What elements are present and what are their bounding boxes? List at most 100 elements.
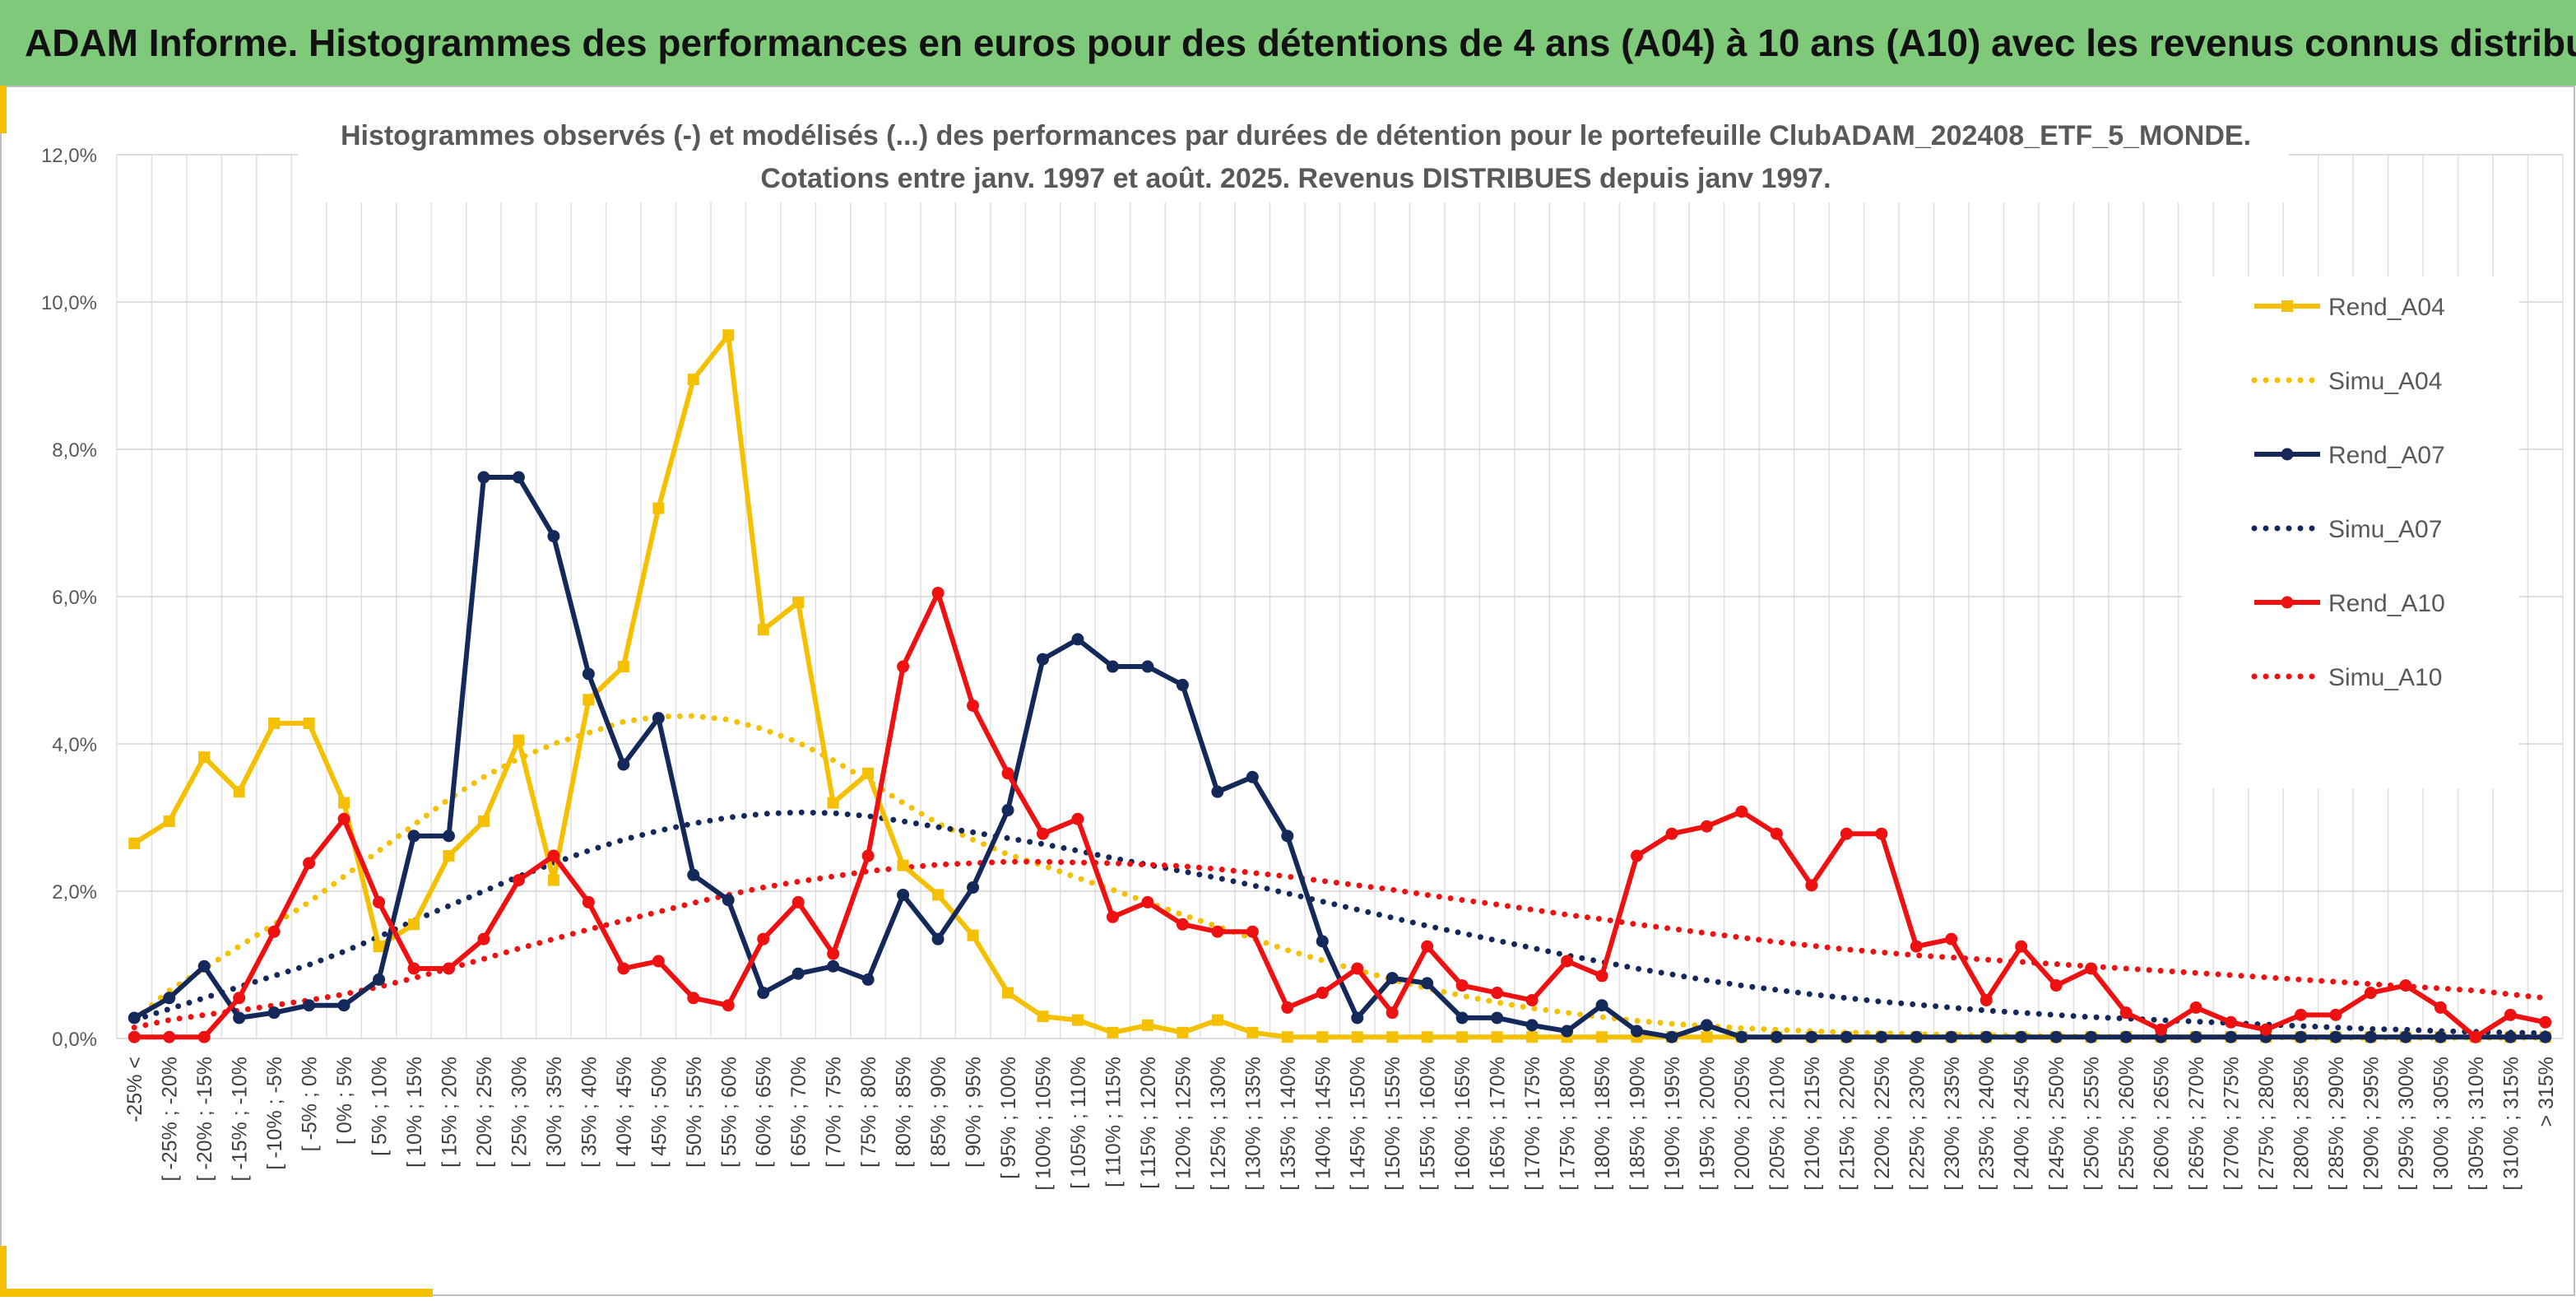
data-point <box>303 717 315 729</box>
data-point <box>1701 1031 1713 1043</box>
data-point <box>442 962 455 975</box>
data-point <box>2329 1008 2342 1021</box>
x-tick-label: [ 100% ; 105% <box>1032 1057 1055 1191</box>
x-tick-label: [ 75% ; 80% <box>857 1057 880 1168</box>
data-point <box>617 758 630 771</box>
data-point <box>617 661 629 673</box>
x-tick-label: [ 280% ; 285% <box>2290 1057 2313 1191</box>
data-point <box>931 932 945 946</box>
grid-lines <box>116 154 2564 1039</box>
legend-label: Simu_A10 <box>2328 664 2442 691</box>
data-point <box>1001 804 1014 817</box>
x-tick-label: > 315% <box>2535 1057 2558 1127</box>
series-line-rend-a10 <box>134 590 2546 1040</box>
legend-label: Simu_A04 <box>2328 368 2442 395</box>
legend-label: Rend_A10 <box>2328 590 2445 617</box>
data-point <box>2329 1030 2342 1043</box>
x-tick-label: [ 10% ; 15% <box>403 1057 426 1168</box>
chart-border <box>0 86 2575 1296</box>
data-point <box>1071 633 1084 646</box>
x-tick-label: [ 40% ; 45% <box>613 1057 636 1168</box>
data-point <box>1770 1030 1783 1043</box>
data-point <box>198 751 211 764</box>
x-tick-label: [ 200% ; 205% <box>1731 1057 1754 1191</box>
x-tick-label: [ 180% ; 185% <box>1591 1057 1614 1191</box>
data-point <box>1246 770 1259 783</box>
data-point <box>163 815 175 827</box>
data-point <box>407 962 420 975</box>
data-point <box>1246 925 1259 938</box>
data-point <box>2225 1030 2238 1043</box>
data-point <box>547 849 560 862</box>
data-point <box>1875 827 1888 840</box>
x-tick-label: [ 255% ; 260% <box>2115 1057 2138 1191</box>
legend: Rend_A04 Simu_A04 Rend_A07 Simu_A07 Rend_A10… <box>2251 294 2445 691</box>
data-point <box>267 1006 281 1020</box>
data-point <box>1595 969 1608 983</box>
x-tick-label: [ 90% ; 95% <box>963 1057 986 1168</box>
data-point <box>1176 918 1189 931</box>
data-point <box>931 587 945 600</box>
legend-label: Rend_A04 <box>2328 294 2445 321</box>
data-point <box>477 471 490 484</box>
x-tick-label: [ 140% ; 145% <box>1311 1057 1334 1191</box>
data-point <box>1421 940 1434 953</box>
x-tick-label: [ 170% ; 175% <box>1521 1057 1544 1191</box>
x-tick-label: [ 190% ; 195% <box>1661 1057 1684 1191</box>
legend-marker <box>2281 596 2294 609</box>
data-point <box>1385 972 1399 985</box>
data-point <box>547 874 559 886</box>
x-tick-label: [ 195% ; 200% <box>1696 1057 1719 1191</box>
data-point <box>1491 1011 1504 1025</box>
data-point <box>197 1030 211 1043</box>
x-tick-label: [ 55% ; 60% <box>717 1057 740 1168</box>
data-point <box>897 859 909 871</box>
data-point <box>1141 660 1154 673</box>
data-point <box>547 530 560 543</box>
x-tick-label: [ 300% ; 305% <box>2430 1057 2453 1191</box>
x-tick-label: [ -5% ; 0% <box>299 1057 322 1151</box>
legend-marker <box>2281 300 2293 312</box>
legend-item-simu-a07: Simu_A07 <box>2251 516 2442 543</box>
x-tick-label: [ 245% ; 250% <box>2045 1057 2068 1191</box>
x-tick-label: [ 305% ; 310% <box>2465 1057 2488 1191</box>
data-point <box>267 925 281 938</box>
data-point <box>1211 785 1224 798</box>
data-point <box>1700 1019 1713 1032</box>
legend-item-simu-a04: Simu_A04 <box>2251 368 2442 395</box>
data-point <box>967 699 980 712</box>
x-tick-label: [ 65% ; 70% <box>787 1057 810 1168</box>
data-point <box>2119 1030 2133 1043</box>
data-point <box>1700 820 1713 833</box>
data-point <box>582 667 595 681</box>
data-point <box>1525 993 1539 1006</box>
data-point <box>128 1030 141 1043</box>
data-point <box>1491 1031 1503 1043</box>
data-point <box>1631 1025 1644 1038</box>
data-point <box>1141 895 1154 908</box>
data-point <box>582 895 595 908</box>
data-point <box>163 1030 176 1043</box>
x-tick-label: [ 70% ; 75% <box>823 1057 846 1168</box>
data-point <box>2399 979 2412 992</box>
data-point <box>1665 827 1678 840</box>
data-point <box>897 888 910 901</box>
data-point <box>2259 1023 2272 1036</box>
x-tick-label: [ 150% ; 155% <box>1381 1057 1404 1191</box>
data-point <box>2434 1001 2447 1014</box>
data-point <box>233 992 246 1005</box>
data-point <box>442 829 455 843</box>
data-point <box>617 962 630 975</box>
data-point <box>373 973 386 986</box>
data-point <box>1106 910 1119 923</box>
data-point <box>1177 1026 1189 1038</box>
data-point <box>1455 979 1469 992</box>
data-point <box>2539 1015 2552 1029</box>
x-tick-label: [ 310% ; 315% <box>2499 1057 2523 1191</box>
data-point <box>791 967 805 980</box>
title-backdrop <box>298 105 2289 202</box>
data-point <box>1316 1031 1329 1043</box>
data-point <box>2469 1030 2482 1043</box>
y-tick-label: 6,0% <box>52 587 97 609</box>
x-tick-label: [ 45% ; 50% <box>647 1057 671 1168</box>
